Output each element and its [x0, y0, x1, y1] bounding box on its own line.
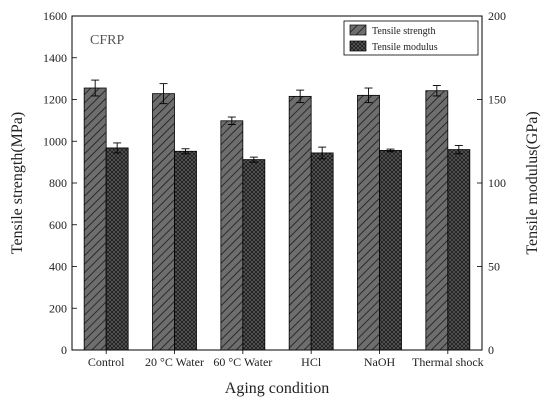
bar-modulus-1 — [174, 150, 197, 351]
y-axis-title-right: Tensile modulus(GPa) — [524, 111, 541, 254]
left-tick-label-1: 200 — [49, 301, 67, 315]
plot-area-frame — [71, 15, 483, 351]
bar-strength-4 — [357, 94, 380, 351]
error-bar-strength-2 — [227, 116, 236, 126]
left-axis: 0 200 400 600 800 1000 1200 1400 1600 — [43, 9, 77, 357]
right-axis: 0 50 100 150 200 — [477, 9, 506, 357]
x-tick-label-5: Thermal shock — [412, 355, 484, 369]
error-bar-strength-5 — [432, 85, 441, 97]
error-bar-modulus-1 — [181, 148, 190, 155]
legend: Tensile strength Tensile modulus — [343, 20, 479, 56]
error-bar-modulus-0 — [113, 142, 122, 154]
bar-modulus-5 — [447, 149, 471, 351]
left-tick-label-6: 1200 — [43, 93, 67, 107]
right-tick-label-3: 150 — [488, 93, 506, 107]
error-bar-modulus-2 — [249, 156, 258, 163]
error-bar-strength-1 — [159, 83, 168, 105]
error-bar-modulus-5 — [454, 144, 463, 155]
error-bar-modulus-3 — [318, 146, 327, 160]
right-tick-label-2: 100 — [488, 176, 506, 190]
bar-modulus-0 — [105, 147, 129, 351]
x-tick-label-4: NaOH — [364, 355, 396, 369]
left-tick-label-0: 0 — [61, 343, 67, 357]
left-tick-label-2: 400 — [49, 260, 67, 274]
left-tick-label-7: 1400 — [43, 51, 67, 65]
legend-label-tensile-strength: Tensile strength — [372, 26, 435, 37]
x-tick-label-3: HCl — [301, 355, 322, 369]
bar-modulus-4 — [379, 150, 402, 351]
bar-strength-5 — [425, 90, 449, 351]
bar-strength-1 — [152, 93, 175, 351]
error-bar-strength-3 — [296, 89, 305, 104]
x-tick-label-0: Control — [88, 355, 125, 369]
bar-modulus-3 — [310, 152, 334, 351]
bar-strength-0 — [83, 87, 107, 351]
left-tick-label-8: 1600 — [43, 9, 67, 23]
y-axis-title-left: Tensile strength(MPa) — [9, 112, 26, 254]
bar-strength-3 — [288, 95, 312, 351]
bar-group — [83, 87, 471, 351]
left-tick-label-4: 800 — [49, 176, 67, 190]
left-tick-label-3: 600 — [49, 218, 67, 232]
legend-swatch-tensile-modulus — [349, 40, 367, 52]
right-tick-label-0: 0 — [488, 343, 494, 357]
bar-strength-2 — [220, 120, 244, 351]
right-tick-label-1: 50 — [488, 260, 500, 274]
x-axis: Control 20 °C Water 60 °C Water HCl NaOH Ther… — [88, 350, 484, 369]
left-tick-label-5: 1000 — [43, 134, 67, 148]
bar-modulus-2 — [242, 159, 266, 351]
x-tick-label-1: 20 °C Water — [145, 355, 204, 369]
right-tick-label-4: 200 — [488, 9, 506, 23]
x-tick-label-2: 60 °C Water — [213, 355, 272, 369]
error-bar-strength-4 — [364, 87, 373, 104]
error-bar-strength-0 — [91, 79, 100, 97]
legend-label-tensile-modulus: Tensile modulus — [372, 42, 438, 53]
x-axis-title: Aging condition — [225, 380, 329, 397]
error-bar-modulus-4 — [386, 148, 395, 153]
legend-swatch-tensile-strength — [349, 24, 367, 36]
inset-label: CFRP — [90, 33, 124, 48]
error-bar-group — [91, 79, 463, 163]
